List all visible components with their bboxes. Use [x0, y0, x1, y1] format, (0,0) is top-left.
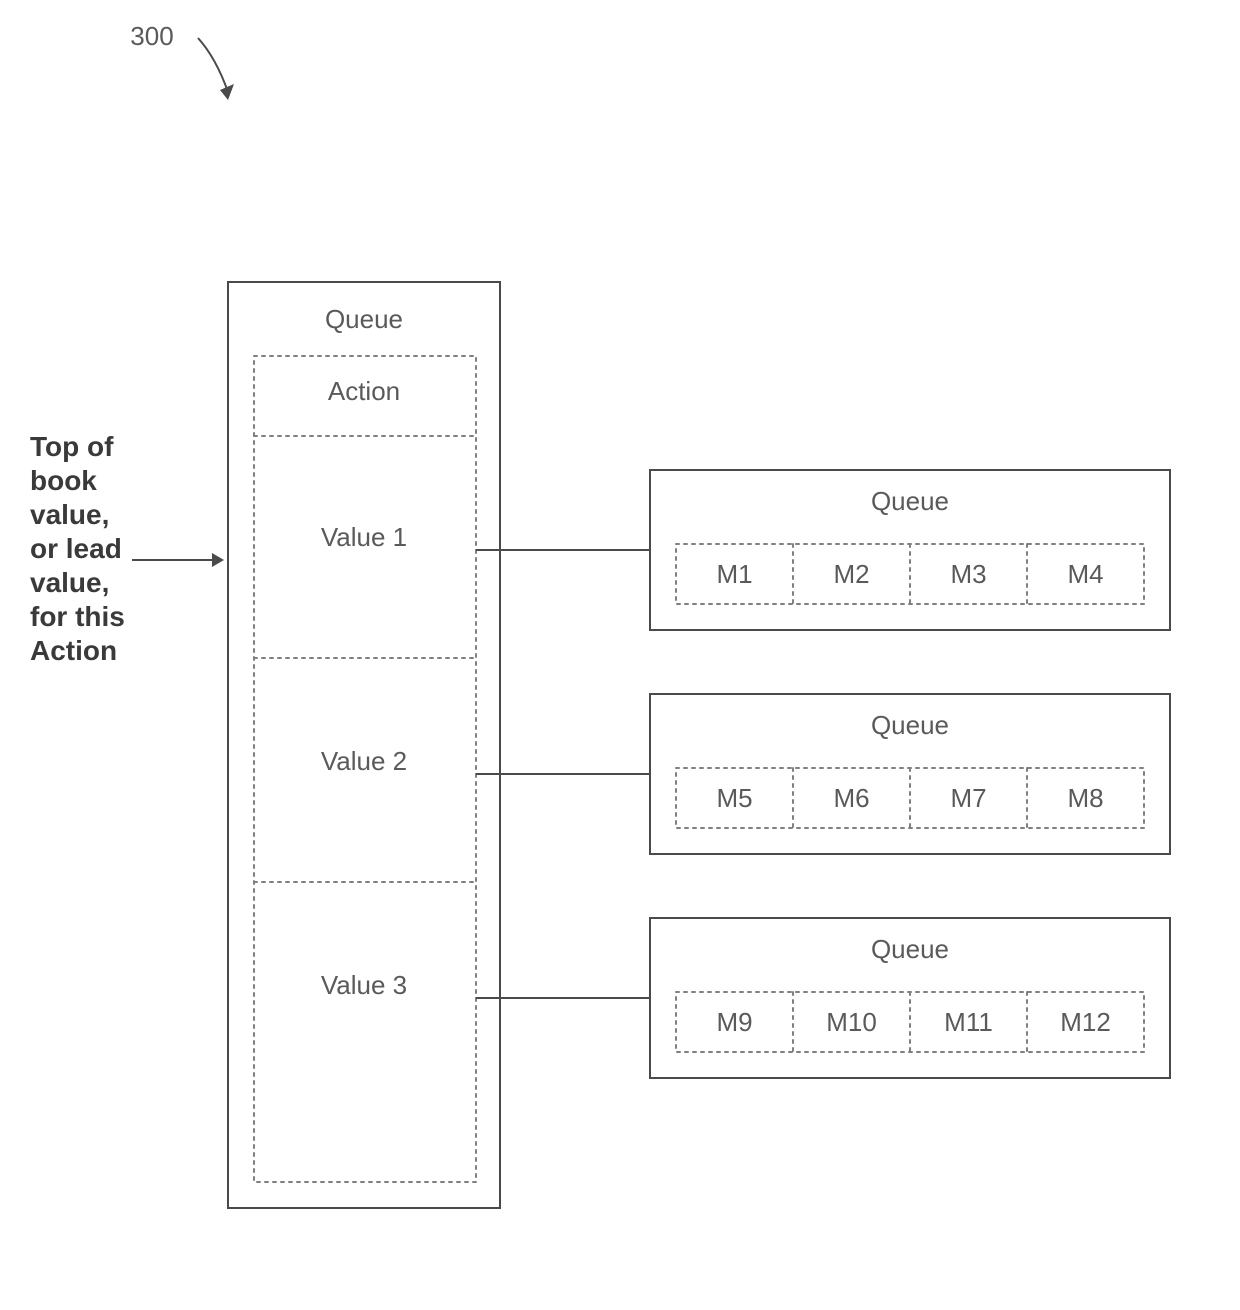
- sub-queue-cell-label: M7: [950, 783, 986, 813]
- main-queue-value-label: Value 2: [321, 746, 407, 776]
- main-queue-value-label: Value 1: [321, 522, 407, 552]
- sub-queue-cell-label: M4: [1067, 559, 1103, 589]
- side-annotation-line: value,: [30, 567, 109, 598]
- side-annotation-line: for this: [30, 601, 125, 632]
- sub-queue-cell-label: M6: [833, 783, 869, 813]
- figure-reference-arrow: [198, 38, 228, 92]
- main-queue-action-label: Action: [328, 376, 400, 406]
- sub-queue-cell-label: M9: [716, 1007, 752, 1037]
- side-annotation-line: or lead: [30, 533, 122, 564]
- main-queue-title: Queue: [325, 304, 403, 334]
- side-annotation-line: value,: [30, 499, 109, 530]
- main-queue-value-label: Value 3: [321, 970, 407, 1000]
- sub-queue-cell-label: M3: [950, 559, 986, 589]
- sub-queue-title: Queue: [871, 486, 949, 516]
- sub-queue-cell-label: M12: [1060, 1007, 1111, 1037]
- sub-queue-title: Queue: [871, 710, 949, 740]
- main-queue-outer: [228, 282, 500, 1208]
- sub-queue-title: Queue: [871, 934, 949, 964]
- side-annotation-line: book: [30, 465, 97, 496]
- sub-queue-cell-label: M2: [833, 559, 869, 589]
- sub-queue-cell-label: M8: [1067, 783, 1103, 813]
- figure-reference-label: 300: [130, 21, 173, 51]
- side-annotation-line: Action: [30, 635, 117, 666]
- side-annotation-arrowhead: [212, 553, 224, 567]
- sub-queue-cell-label: M11: [944, 1007, 993, 1037]
- sub-queue-cell-label: M5: [716, 783, 752, 813]
- side-annotation-line: Top of: [30, 431, 114, 462]
- sub-queue-cell-label: M1: [716, 559, 752, 589]
- sub-queue-cell-label: M10: [826, 1007, 877, 1037]
